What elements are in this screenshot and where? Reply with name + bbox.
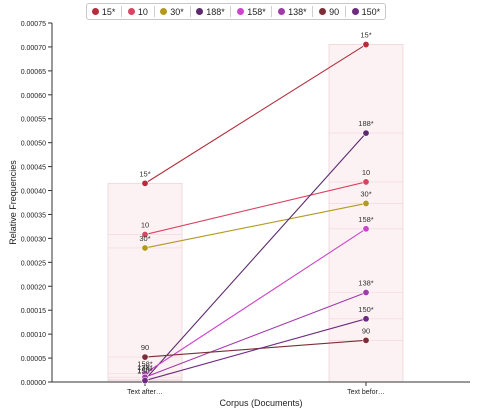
legend-label: 150* <box>361 6 381 17</box>
y-tick-label: 0.00040 <box>21 189 46 196</box>
legend-separator <box>312 6 314 17</box>
y-axis-title: Relative Frequencies <box>8 160 18 245</box>
series-line <box>144 291 367 378</box>
x-tick-label: Text after… <box>127 389 163 396</box>
legend-item[interactable]: 15* <box>91 6 116 17</box>
y-tick-label: 0.00070 <box>21 45 46 52</box>
legend-label: 10 <box>137 6 148 17</box>
data-point <box>362 199 370 207</box>
data-point <box>362 41 370 49</box>
data-point <box>141 179 149 187</box>
y-tick-label: 0.00045 <box>21 165 46 172</box>
legend-item[interactable]: 150* <box>351 6 381 17</box>
y-tick-label: 0.00055 <box>21 117 46 124</box>
legend-separator <box>189 6 191 17</box>
series-line <box>144 132 367 380</box>
legend-separator <box>153 6 155 17</box>
legend-swatch <box>278 8 286 15</box>
data-label: 188* <box>358 119 374 128</box>
y-tick-label: 0.00000 <box>21 380 46 387</box>
legend-swatch <box>127 8 135 15</box>
data-point <box>141 244 149 252</box>
legend-item[interactable]: 158* <box>237 7 266 17</box>
x-axis-title: Corpus (Documents) <box>219 398 302 408</box>
data-label: 158* <box>358 215 374 224</box>
y-tick-label: 0.00050 <box>21 141 46 148</box>
y-tick-label: 0.00015 <box>21 308 46 315</box>
data-label: 15* <box>360 31 371 40</box>
y-tick-label: 0.00035 <box>21 212 46 219</box>
legend-label: 15* <box>101 6 116 17</box>
legend-swatch <box>196 8 204 15</box>
legend-label: 90 <box>329 6 340 17</box>
legend-label: 138* <box>288 6 307 17</box>
series-line <box>144 181 367 236</box>
series-line <box>144 228 367 374</box>
y-tick-label: 0.00030 <box>21 236 46 243</box>
data-point <box>362 225 370 233</box>
legend-item[interactable]: 188* <box>196 7 225 17</box>
data-label: 158* <box>137 359 153 368</box>
legend-separator <box>121 6 123 17</box>
data-point <box>141 231 149 239</box>
data-point <box>141 377 149 385</box>
data-point <box>362 315 370 323</box>
legend-item[interactable]: 10 <box>127 6 148 17</box>
legend-item[interactable]: 90 <box>319 7 339 17</box>
legend-swatch <box>351 8 359 15</box>
y-tick-label: 0.00060 <box>21 93 46 100</box>
data-label: 30* <box>139 234 150 243</box>
data-label: 90 <box>141 343 149 352</box>
data-label: 10 <box>141 221 149 230</box>
y-tick-label: 0.00075 <box>21 21 46 28</box>
x-tick-label: Text befor… <box>347 389 385 396</box>
y-tick-label: 0.00010 <box>21 332 46 339</box>
data-point <box>362 336 370 344</box>
series-line <box>144 44 367 184</box>
legend-label: 30* <box>170 6 184 17</box>
legend-swatch <box>319 8 327 15</box>
data-label: 150* <box>358 305 374 314</box>
data-point <box>362 288 370 296</box>
data-point <box>362 129 370 137</box>
y-tick-label: 0.00020 <box>21 284 46 291</box>
chart-legend: 15* 10 30* 188* 158* 138* 90 150* <box>86 3 386 20</box>
data-point <box>362 178 370 186</box>
data-label: 150* <box>137 367 153 376</box>
data-point <box>141 353 149 361</box>
data-label: 15* <box>139 169 150 178</box>
series-line <box>144 339 367 358</box>
data-label: 138* <box>358 278 374 287</box>
y-tick-label: 0.00005 <box>21 356 46 363</box>
data-label: 138* <box>137 363 153 372</box>
data-label: 90 <box>362 326 370 335</box>
legend-label: 158* <box>247 6 266 17</box>
legend-separator <box>230 6 232 17</box>
legend-item[interactable]: 138* <box>278 7 307 17</box>
category-band <box>107 182 183 383</box>
legend-swatch <box>91 8 99 15</box>
legend-swatch <box>237 8 245 15</box>
legend-label: 188* <box>206 6 225 17</box>
series-line <box>144 318 367 382</box>
y-tick-label: 0.00065 <box>21 69 46 76</box>
legend-separator <box>344 6 346 17</box>
y-tick-label: 0.00025 <box>21 260 46 267</box>
series-line <box>144 202 367 249</box>
data-label: 10 <box>362 168 370 177</box>
data-label: 30* <box>360 189 371 198</box>
legend-item[interactable]: 30* <box>160 7 184 17</box>
legend-separator <box>271 6 273 17</box>
legend-swatch <box>160 8 168 15</box>
